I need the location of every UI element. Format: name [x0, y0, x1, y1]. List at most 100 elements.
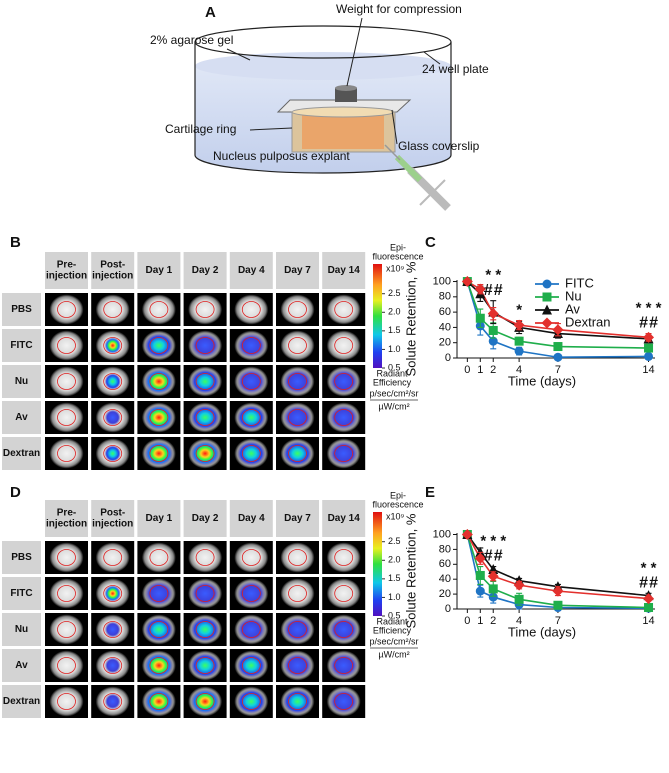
roi-circle: [288, 301, 307, 318]
column-label: Day 1: [146, 265, 173, 276]
data-point: [513, 319, 525, 331]
roi-circle: [57, 621, 76, 638]
x-tick-label: 4: [516, 615, 522, 627]
row-label: Nu: [15, 376, 28, 387]
row-header: [2, 541, 41, 574]
significance-mark: *: [636, 299, 642, 316]
roi-circle: [195, 585, 215, 602]
x-tick-label: 0: [464, 364, 470, 376]
colorbar-tick-label: 1.0: [388, 344, 401, 354]
significance-mark: #: [649, 575, 658, 592]
data-point: [488, 336, 498, 346]
roi-circle: [149, 301, 169, 318]
roi-circle: [334, 301, 354, 318]
y-tick-label: 20: [439, 337, 451, 349]
roi-circle: [57, 657, 76, 674]
roi-circle: [103, 585, 123, 602]
row-label: Av: [15, 660, 28, 671]
roi-circle: [103, 301, 123, 318]
roi-circle: [103, 337, 123, 354]
data-point: [514, 594, 524, 604]
data-point: [461, 528, 473, 540]
column-label: Post-: [100, 260, 125, 271]
explant-image: [326, 542, 361, 573]
roi-circle: [241, 337, 261, 354]
fluorescence: [191, 617, 220, 642]
roi-circle: [288, 337, 307, 354]
fluorescence: [329, 689, 358, 714]
row-label: PBS: [11, 552, 32, 563]
fluorescence: [283, 441, 312, 466]
colorbar-tick-label: 2.0: [388, 555, 401, 565]
data-point: [475, 586, 485, 596]
pointer: [391, 109, 398, 145]
row-header: [2, 401, 41, 434]
colorbar-title: Epi-: [390, 490, 406, 500]
roi-circle: [288, 657, 307, 674]
explant-image: [326, 578, 361, 609]
explant-image: [141, 294, 176, 325]
column-label: Day 7: [284, 513, 311, 524]
explant-image: [49, 294, 84, 325]
explant: [302, 115, 384, 149]
fluorescence: [191, 581, 220, 606]
roi-circle: [57, 301, 76, 318]
fluorescence: [237, 405, 266, 430]
significance-mark: *: [516, 301, 522, 318]
fluorescence: [329, 617, 358, 642]
roi-circle: [241, 621, 261, 638]
column-header: [322, 500, 366, 537]
significance-mark: *: [641, 559, 647, 576]
syringe-fill: [394, 154, 423, 183]
fluorescence: [191, 369, 220, 394]
column-header: [276, 500, 319, 537]
row-label: Av: [15, 412, 28, 423]
data-point: [488, 592, 498, 602]
row-label: Nu: [15, 624, 28, 635]
legend-marker: [542, 279, 552, 289]
roi-circle: [149, 657, 169, 674]
weight: [335, 88, 357, 102]
data-point: [475, 313, 485, 323]
y-tick-label: 40: [439, 321, 451, 333]
significance-mark: *: [646, 299, 652, 316]
roi-circle: [334, 657, 354, 674]
explant-image: [188, 294, 223, 325]
x-tick-label: 7: [555, 615, 561, 627]
fluorescence: [104, 585, 121, 602]
data-point: [474, 283, 486, 295]
data-point: [553, 600, 563, 610]
series-line: [466, 281, 649, 349]
column-label: injection: [46, 271, 87, 282]
fluorescence: [237, 369, 266, 394]
significance-mark: #: [484, 282, 493, 299]
y-tick-label: 100: [433, 275, 451, 287]
fluorescence: [144, 333, 173, 358]
data-point: [487, 570, 499, 582]
column-label: Day 14: [328, 265, 361, 276]
colorbar-unit: Radiant: [376, 616, 408, 626]
data-point: [644, 603, 654, 613]
x-tick-label: 0: [464, 615, 470, 627]
fluorescence: [329, 441, 358, 466]
column-header: [229, 252, 273, 289]
explant-image: [141, 542, 176, 573]
roi-circle: [57, 585, 76, 602]
y-tick-label: 0: [445, 603, 451, 615]
fluorescence: [283, 689, 312, 714]
explant-image: [280, 578, 315, 609]
roi-circle: [241, 585, 261, 602]
roi-circle: [241, 301, 261, 318]
explant-image: [95, 294, 130, 325]
column-header: [183, 252, 227, 289]
weight-top: [335, 85, 357, 91]
explant-image: [280, 542, 315, 573]
roi-circle: [195, 373, 215, 390]
legend-marker: [542, 292, 552, 302]
roi-circle: [288, 409, 307, 426]
colorbar-unit: p/sec/cm²/sr: [369, 388, 418, 398]
column-label: Day 14: [328, 513, 361, 524]
data-point: [487, 308, 499, 320]
fluorescence: [191, 653, 220, 678]
row-label: FITC: [10, 340, 32, 351]
